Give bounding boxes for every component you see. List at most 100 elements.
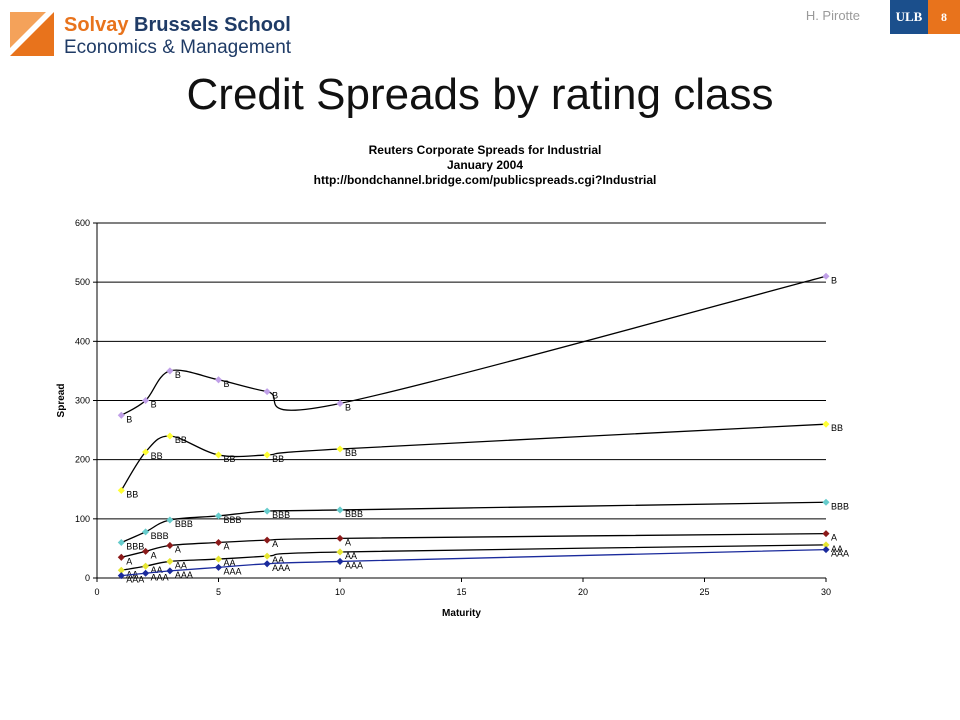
point-bb-3 <box>166 432 174 440</box>
point-aaa-5 <box>214 563 223 571</box>
data-label-b-3: B <box>175 370 181 380</box>
data-label-a-1: A <box>126 556 132 566</box>
chart-subtitle: January 2004 <box>446 158 524 172</box>
data-label-bb-1: BB <box>126 489 138 499</box>
y-tick-label-500: 500 <box>75 277 90 287</box>
point-aa-5 <box>214 555 223 563</box>
data-label-aa-3: AA <box>175 560 187 570</box>
data-label-bbb-1: BBB <box>126 542 144 552</box>
y-axis-label: Spread <box>56 384 67 418</box>
point-b-2 <box>142 396 150 405</box>
point-bbb-3 <box>166 516 174 524</box>
point-bbb-5 <box>214 512 223 520</box>
chart-title: Reuters Corporate Spreads for Industrial <box>368 143 602 157</box>
data-label-bb-2: BB <box>151 451 163 461</box>
point-bbb-30 <box>822 498 830 506</box>
data-label-aaa-2: AAA <box>151 572 169 582</box>
point-aa-30 <box>822 541 830 549</box>
data-label-aa-2: AA <box>151 565 163 575</box>
point-bbb-1 <box>117 538 125 547</box>
point-a-3 <box>166 541 174 549</box>
point-aa-1 <box>117 566 125 574</box>
logo-mark-icon <box>10 12 54 56</box>
data-label-bbb-10: BBB <box>345 509 363 519</box>
point-aa-3 <box>166 557 174 565</box>
x-axis-label: Maturity <box>442 608 481 619</box>
point-bb-30 <box>822 420 830 428</box>
chart-source: http://bondchannel.bridge.com/publicspre… <box>313 173 657 187</box>
x-tick-label-10: 10 <box>335 587 345 597</box>
x-tick-label-5: 5 <box>216 587 221 597</box>
point-a-1 <box>117 553 125 561</box>
y-tick-label-100: 100 <box>75 514 90 524</box>
point-b-1 <box>117 411 125 419</box>
point-a-2 <box>142 547 150 555</box>
point-b-7 <box>263 388 271 396</box>
data-label-aaa-1: AAA <box>126 575 144 585</box>
page-number: 8 <box>928 0 960 34</box>
point-bb-2 <box>142 448 150 456</box>
data-label-aa-7: AA <box>272 555 284 565</box>
data-label-a-30: A <box>831 533 837 543</box>
data-label-a-2: A <box>151 550 157 560</box>
data-label-bbb-2: BBB <box>151 531 169 541</box>
ulb-logo: ULB <box>890 0 928 34</box>
data-label-b-7: B <box>272 391 278 401</box>
x-tick-label-30: 30 <box>821 587 831 597</box>
series-line-b <box>120 275 827 416</box>
x-tick-label-25: 25 <box>699 587 709 597</box>
data-label-a-3: A <box>175 544 181 554</box>
data-label-bb-30: BB <box>831 423 843 433</box>
data-label-bbb-5: BBB <box>224 515 242 525</box>
author-name: H. Pirotte <box>805 8 860 23</box>
point-bbb-10 <box>336 506 344 514</box>
data-label-bbb-3: BBB <box>175 519 193 529</box>
data-label-b-30: B <box>831 275 837 285</box>
point-b-3 <box>166 367 174 375</box>
y-tick-label-200: 200 <box>75 455 90 465</box>
point-aaa-30 <box>822 546 830 554</box>
point-aa-7 <box>263 552 271 560</box>
data-label-a-5: A <box>224 542 230 552</box>
data-label-b-5: B <box>224 379 230 389</box>
data-label-aaa-3: AAA <box>175 570 193 580</box>
point-bbb-7 <box>263 507 271 515</box>
data-label-aaa-30: AAA <box>831 549 849 559</box>
point-b-30 <box>822 272 830 280</box>
point-aaa-7 <box>263 560 271 568</box>
y-tick-label-300: 300 <box>75 396 90 406</box>
data-label-a-10: A <box>345 537 351 547</box>
point-aaa-1 <box>117 572 125 580</box>
y-tick-label-400: 400 <box>75 336 90 346</box>
logo-word-solvay: Solvay <box>64 14 129 36</box>
point-bb-1 <box>117 486 125 494</box>
data-label-b-2: B <box>151 400 157 410</box>
data-label-a-7: A <box>272 539 278 549</box>
point-aaa-3 <box>166 567 174 575</box>
data-label-bb-10: BB <box>345 448 357 458</box>
data-label-bb-5: BB <box>224 454 236 464</box>
point-aa-2 <box>142 562 150 570</box>
data-label-aa-10: AA <box>345 551 357 561</box>
point-a-30 <box>822 530 830 538</box>
logo-line-1: Solvay Brussels School <box>64 14 291 37</box>
logo-word-school: Brussels School <box>134 14 291 36</box>
data-label-bbb-30: BBB <box>831 501 849 511</box>
x-tick-label-15: 15 <box>456 587 466 597</box>
point-bb-5 <box>214 451 223 459</box>
chart-title-block: Reuters Corporate Spreads for Industrial… <box>200 143 770 188</box>
y-tick-label-0: 0 <box>85 573 90 583</box>
data-label-bbb-7: BBB <box>272 510 290 520</box>
data-label-bb-3: BB <box>175 435 187 445</box>
point-bb-7 <box>263 451 271 459</box>
point-aaa-2 <box>142 569 150 577</box>
point-bb-10 <box>336 445 344 453</box>
data-label-aaa-5: AAA <box>224 566 242 576</box>
point-b-5 <box>214 376 223 384</box>
point-a-10 <box>336 534 344 542</box>
y-tick-label-600: 600 <box>75 218 90 228</box>
point-a-5 <box>214 538 223 547</box>
x-tick-label-20: 20 <box>578 587 588 597</box>
data-label-bb-7: BB <box>272 454 284 464</box>
